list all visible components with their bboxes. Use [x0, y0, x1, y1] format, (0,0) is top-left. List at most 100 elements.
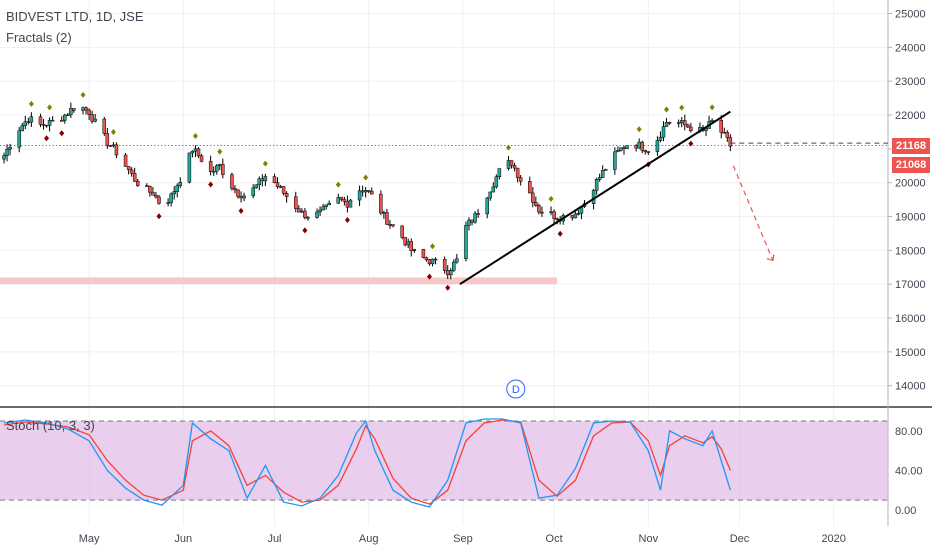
price-tick-label: 14000 [895, 381, 926, 393]
x-tick-label: 2020 [821, 533, 845, 545]
x-tick-label: Aug [359, 533, 379, 545]
candle-body [360, 190, 365, 193]
fractal-up-marker [28, 100, 34, 107]
stoch-k-line [3, 418, 732, 508]
candle-body [324, 204, 328, 208]
fractal-up-marker [636, 126, 642, 133]
candle-body [303, 210, 307, 218]
candle-body [126, 166, 131, 171]
candle-body [491, 186, 496, 193]
candle-body [8, 146, 12, 150]
stoch-band [0, 421, 888, 501]
candle-body [300, 210, 304, 213]
fractal-up-marker [335, 181, 341, 188]
candle-body [44, 124, 49, 127]
candle-body [190, 150, 195, 154]
candle-body [151, 191, 155, 196]
candle-body [218, 164, 222, 167]
candle-body [722, 132, 727, 134]
candle-body [23, 121, 28, 126]
fractal-up-marker [709, 104, 715, 111]
candle-body [445, 270, 450, 276]
candle-body [537, 205, 541, 213]
chart-title: BIDVEST LTD, 1D, JSE [6, 9, 144, 24]
stoch-tick-label: 80.00 [895, 426, 923, 438]
candle-body [2, 155, 6, 160]
candle-body [278, 186, 283, 188]
price-tick-label: 15000 [895, 347, 926, 359]
candle-body [281, 186, 286, 194]
fractal-up-marker [47, 104, 53, 111]
dividend-marker[interactable] [506, 379, 526, 399]
candle-body [63, 114, 67, 121]
candle-body [47, 119, 52, 126]
price-tag-lower: 21068 [892, 157, 930, 173]
fractal-down-marker [44, 135, 50, 142]
candle-body [600, 170, 605, 178]
x-tick-label: Oct [546, 533, 563, 545]
candle-body [233, 188, 237, 191]
candle-body [661, 126, 666, 138]
candle-body [172, 191, 176, 195]
candle-body [646, 151, 651, 153]
candle-body [427, 259, 432, 265]
fractal-up-marker [110, 129, 116, 136]
candle-body [154, 194, 158, 198]
candle-body [148, 186, 152, 193]
candle-body [604, 169, 608, 171]
candle-body [193, 148, 198, 152]
candle-body [363, 190, 368, 193]
projection-arrow [732, 165, 774, 261]
candle-body [135, 180, 140, 186]
fractal-up-marker [80, 91, 86, 98]
candle-body [464, 225, 468, 260]
candle-body [342, 199, 347, 202]
fractal-up-marker [363, 174, 369, 181]
candle-body [400, 225, 404, 238]
candle-body [90, 114, 94, 122]
stoch-tick-label: 0.00 [895, 505, 916, 517]
price-tick-label: 20000 [895, 178, 926, 190]
candle-body [239, 196, 243, 199]
price-tick-label: 19000 [895, 212, 926, 224]
candle-body [470, 219, 474, 223]
candle-body [321, 206, 325, 211]
candle-body [345, 201, 350, 208]
candle-body [412, 249, 417, 252]
candle-body [84, 107, 88, 111]
price-tag-upper: 21168 [892, 138, 930, 154]
candle-body [166, 202, 170, 204]
candle-body [594, 179, 599, 191]
candle-body [540, 211, 544, 214]
candle-body [230, 174, 234, 189]
candle-body [616, 150, 620, 153]
candle-body [655, 140, 660, 152]
candle-body [196, 148, 201, 157]
candle-body [318, 209, 322, 213]
candle-body [187, 152, 192, 183]
candle-body [59, 120, 64, 122]
candle-body [679, 120, 684, 123]
candle-body [294, 196, 298, 209]
candle-body [512, 165, 517, 169]
candle-body [175, 185, 179, 192]
candle-body [403, 237, 407, 246]
candle-body [388, 224, 392, 226]
fractal-down-marker [156, 213, 162, 220]
candle-body [506, 160, 511, 169]
fractal-down-marker [302, 227, 308, 234]
candle-body [38, 116, 43, 125]
candle-body [728, 137, 733, 147]
fractal-down-marker [445, 284, 451, 291]
candle-body [555, 218, 559, 220]
fractal-down-marker [557, 230, 563, 237]
candle-body [485, 197, 489, 215]
candle-body [531, 192, 535, 203]
candle-body [369, 190, 374, 195]
candle-body [93, 118, 97, 122]
candle-body [406, 241, 410, 246]
candle-body [105, 133, 110, 146]
stoch-d-line [3, 419, 731, 505]
